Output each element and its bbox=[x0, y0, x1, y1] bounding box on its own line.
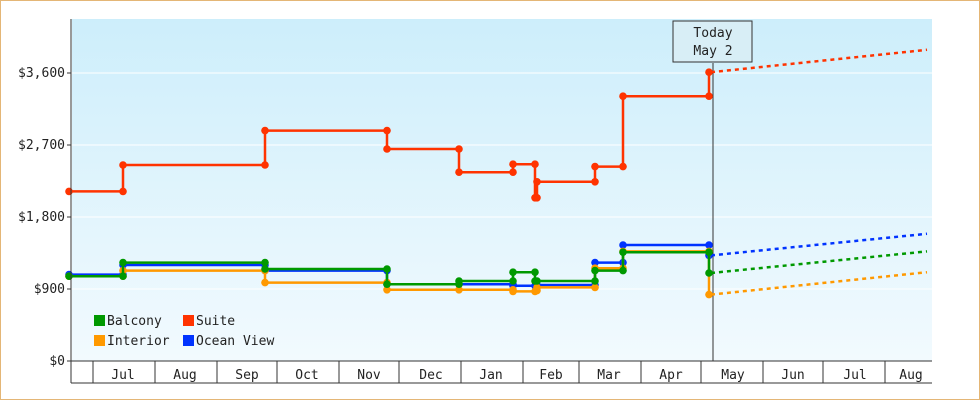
x-tick-label: Mar bbox=[597, 368, 621, 383]
interior-point bbox=[455, 286, 463, 294]
balcony-point bbox=[619, 248, 627, 256]
interior-point bbox=[509, 287, 517, 296]
suite-point bbox=[383, 126, 391, 135]
plot-background bbox=[72, 19, 932, 361]
suite-legend-label: Suite bbox=[196, 314, 235, 329]
interior-point bbox=[591, 283, 599, 292]
balcony-point bbox=[455, 277, 463, 285]
suite-point bbox=[455, 145, 463, 153]
x-tick-label: Dec bbox=[419, 368, 442, 383]
balcony-point bbox=[383, 265, 391, 273]
x-tick-label: Feb bbox=[539, 368, 563, 383]
today-date: May 2 bbox=[693, 44, 732, 59]
suite-point bbox=[619, 162, 627, 171]
balcony-point bbox=[705, 248, 713, 256]
suite-legend-swatch bbox=[183, 315, 194, 326]
legend: Suite Ocean View Interior Balcony bbox=[94, 314, 274, 349]
series-layer bbox=[65, 48, 928, 299]
suite-point bbox=[591, 162, 599, 171]
axes: Jul Aug Sep Oct Nov Dec Jan Feb Mar Apr May Jun Jul A… bbox=[70, 19, 932, 384]
interior-point bbox=[533, 283, 541, 292]
suite-point bbox=[119, 187, 127, 196]
x-tick-label: Aug bbox=[899, 368, 922, 383]
balcony-point bbox=[591, 277, 599, 285]
x-tick-label: Jan bbox=[479, 368, 502, 383]
balcony-legend-label: Balcony bbox=[107, 314, 162, 329]
interior-point bbox=[383, 286, 391, 294]
y-tick-label: $3,600 bbox=[18, 66, 65, 81]
y-tick-label: $900 bbox=[34, 282, 65, 297]
today-box bbox=[672, 20, 753, 63]
suite-point bbox=[261, 126, 269, 135]
ocean-view-legend-label: Ocean View bbox=[196, 334, 274, 349]
suite-point bbox=[533, 194, 541, 202]
interior-point bbox=[705, 290, 713, 299]
y-tick-label: $2,700 bbox=[18, 138, 65, 153]
today-marker: Today May 2 bbox=[672, 20, 753, 361]
suite-point bbox=[261, 161, 269, 169]
balcony-point bbox=[119, 258, 127, 267]
suite-point bbox=[619, 92, 627, 100]
suite-point bbox=[65, 187, 73, 196]
balcony-point bbox=[533, 277, 541, 285]
x-tick-label: Nov bbox=[357, 368, 381, 383]
suite-point bbox=[531, 160, 539, 168]
ocean-view-point bbox=[619, 241, 627, 249]
balcony-point bbox=[531, 268, 539, 277]
suite-point bbox=[383, 145, 391, 153]
y-tick-label: $1,800 bbox=[18, 210, 65, 225]
x-tick-label: Sep bbox=[235, 368, 259, 383]
balcony-point bbox=[619, 266, 627, 275]
x-tick-label: Jun bbox=[781, 368, 804, 383]
balcony-legend-swatch bbox=[94, 315, 105, 326]
balcony-point bbox=[261, 258, 269, 267]
ocean-view-point bbox=[705, 241, 713, 249]
suite-point bbox=[705, 68, 713, 76]
suite-point bbox=[119, 161, 127, 169]
suite-point bbox=[455, 168, 463, 176]
suite-point bbox=[509, 168, 517, 176]
balcony-point bbox=[119, 272, 127, 281]
x-tick-label: Jul bbox=[111, 368, 134, 383]
x-tick-label: Aug bbox=[173, 368, 196, 383]
x-tick-label: Oct bbox=[295, 368, 318, 383]
balcony-point bbox=[509, 268, 517, 277]
balcony-point bbox=[383, 280, 391, 289]
ocean-view-point bbox=[591, 258, 599, 267]
suite-point bbox=[591, 178, 599, 186]
balcony-point bbox=[591, 266, 599, 275]
today-label: Today bbox=[693, 26, 732, 41]
suite-point bbox=[705, 92, 713, 100]
balcony-point bbox=[509, 277, 517, 285]
balcony-point bbox=[65, 272, 73, 281]
x-tick-label: Apr bbox=[659, 368, 683, 383]
ocean-view-legend-swatch bbox=[183, 335, 194, 346]
interior-legend-label: Interior bbox=[107, 334, 170, 349]
y-tick-label: $0 bbox=[49, 354, 65, 369]
suite-point bbox=[509, 160, 517, 168]
suite-point bbox=[533, 178, 541, 186]
interior-legend-swatch bbox=[94, 335, 105, 346]
x-tick-label: Jul bbox=[843, 368, 866, 383]
balcony-point bbox=[261, 265, 269, 273]
interior-point bbox=[261, 278, 269, 287]
balcony-point bbox=[705, 269, 713, 277]
x-tick-label: May bbox=[721, 368, 745, 383]
